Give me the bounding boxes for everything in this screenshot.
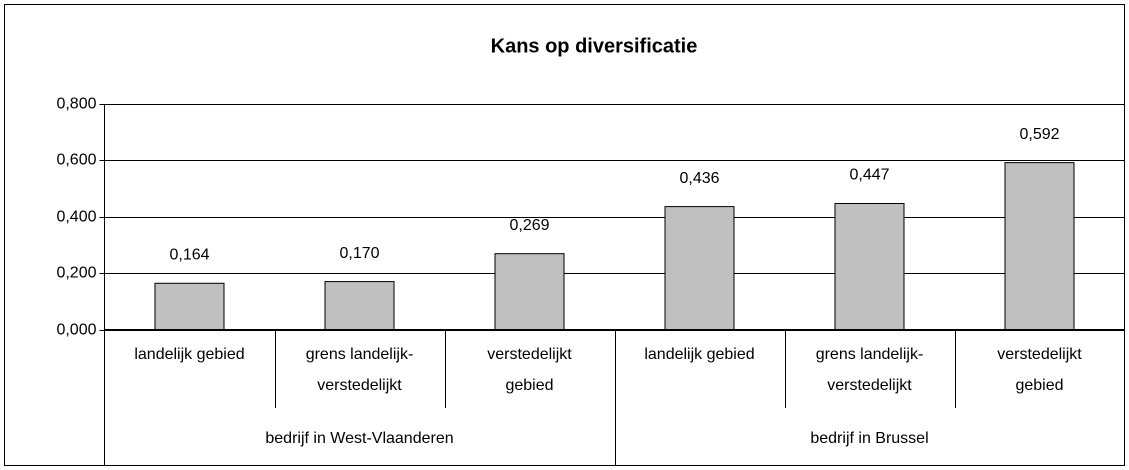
x-tick-label: gebied	[505, 377, 553, 394]
data-label: 0,170	[339, 245, 379, 262]
chart-border	[4, 4, 1125, 466]
x-tick-label: verstedelijkt	[827, 377, 912, 394]
bar	[664, 206, 735, 330]
bar	[154, 282, 225, 330]
group-label: bedrijf in West-Vlaanderen	[265, 430, 453, 447]
x-tick-label: verstedelijkt	[317, 377, 402, 394]
bar	[834, 203, 905, 330]
y-tick-label: 0,000	[56, 322, 96, 339]
y-tick-label: 0,200	[56, 265, 96, 282]
y-tick-label: 0,400	[56, 209, 96, 226]
x-tick-label: grens landelijk-	[306, 346, 414, 363]
y-tick-label: 0,600	[56, 152, 96, 169]
bar	[1004, 162, 1075, 330]
x-tick-label: landelijk gebied	[644, 346, 754, 363]
data-label: 0,592	[1019, 126, 1059, 143]
x-tick-label: verstedelijkt	[997, 346, 1082, 363]
data-label: 0,436	[679, 170, 719, 187]
x-tick-label: gebied	[1015, 377, 1063, 394]
data-label: 0,447	[849, 167, 889, 184]
data-label: 0,164	[169, 246, 209, 263]
data-label: 0,269	[509, 217, 549, 234]
bar	[324, 281, 395, 330]
x-tick-label: landelijk gebied	[134, 346, 244, 363]
x-tick-label: verstedelijkt	[487, 346, 572, 363]
group-label: bedrijf in Brussel	[810, 430, 928, 447]
y-tick-label: 0,800	[56, 96, 96, 113]
bar	[494, 253, 565, 330]
x-tick-label: grens landelijk-	[816, 346, 924, 363]
chart-title: Kans op diversificatie	[491, 35, 698, 57]
